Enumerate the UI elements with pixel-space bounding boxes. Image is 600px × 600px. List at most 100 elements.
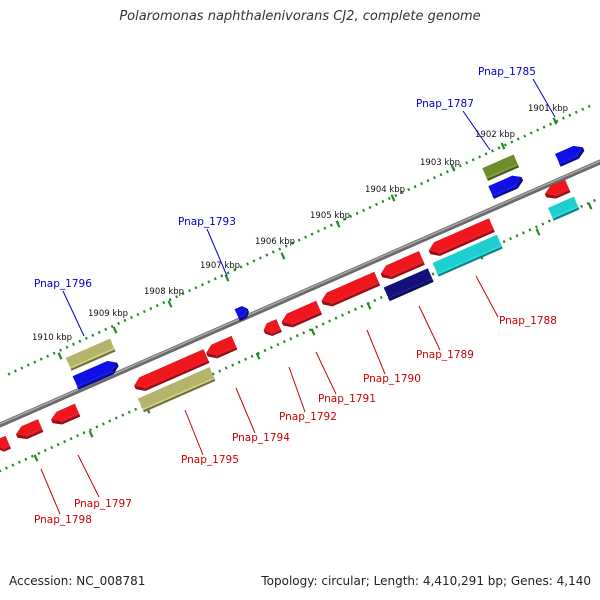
scale-dot [302,331,306,335]
gene-face [482,154,518,178]
scale-dot [258,256,262,260]
scale-dot [117,321,121,326]
gene-highlight [270,328,281,335]
scale-dot [284,244,288,248]
scale-dot [65,345,69,349]
gene-reverse [206,335,238,359]
gene-label: Pnap_1792 [279,411,337,423]
leader-line [184,409,204,456]
gene-label-pnap-1798: Pnap_1798 [34,468,92,526]
gene-label: Pnap_1794 [232,432,290,444]
scale-dot [108,419,112,423]
scale-dot [30,454,34,458]
scale-dot [127,410,131,414]
leader-line [475,275,499,318]
scale-dot [387,196,391,201]
gene-highlight [290,311,321,326]
scale-dot [250,354,254,358]
scale-label: 1904 kbp [365,185,405,195]
gene-label-pnap-1785: Pnap_1785 [478,66,556,118]
scale-dot [231,363,235,367]
gene-reverse [545,179,571,199]
gene-face [428,218,494,253]
scale-dot [130,315,133,320]
scale-dot [211,372,215,376]
scale-dot [420,182,424,186]
gene-label: Pnap_1787 [416,98,474,110]
gene-face [206,335,236,355]
gene-label: Pnap_1785 [478,66,536,78]
gene-reverse [51,403,81,425]
gene-highlight [387,278,433,300]
gene-label-pnap-1797: Pnap_1797 [74,454,132,510]
scale-label: 1903 kbp [420,158,460,168]
scale-major-tick [500,142,506,150]
scale-dot [315,325,319,329]
gene-label-pnap-1787: Pnap_1787 [416,98,491,151]
scale-dot [433,176,436,180]
scale-dot [0,469,2,473]
scale-dot [445,170,449,174]
scale-label: 1909 kbp [88,309,128,319]
gene-reverse [263,319,282,337]
scale-dot [561,116,565,120]
scale-label: 1908 kbp [144,287,184,297]
scale-major-tick [33,454,39,462]
gene-highlight [25,428,43,438]
scale-dot [529,131,533,135]
leader-line [532,78,556,118]
gene-side [138,398,144,413]
scale-major-tick [112,326,118,334]
scale-dot [503,143,507,147]
gene-highlight [143,359,209,390]
gene-forward [234,306,249,322]
gene-label-pnap-1795: Pnap_1795 [181,409,239,466]
scale-major-tick [587,202,593,210]
inner-scale-track [0,198,596,473]
gene-reverse [16,419,44,440]
scale-dot [89,428,92,432]
scale-dot [528,228,532,232]
gene-side [0,447,4,452]
scale-dot [26,363,30,367]
scale-dot [82,431,86,435]
scale-dot [297,238,301,242]
scale-dot [213,277,217,281]
gene-label-pnap-1788: Pnap_1788 [475,275,557,327]
scale-dot [207,280,211,284]
scale-dot [134,407,138,411]
leader-line [366,329,386,375]
scale-dot [353,307,357,311]
scale-dot [121,413,125,417]
scale-dot [20,366,24,370]
gene-face [16,419,42,436]
gene-face [383,268,433,298]
gene-reverse [138,367,216,413]
scale-dot [491,149,494,153]
gene-highlight [492,185,517,198]
scale-dot [426,179,430,183]
scale-label: 1910 kbp [32,333,72,343]
gene-face [432,234,502,274]
gene-label: Pnap_1797 [74,498,132,510]
scale-dot [497,146,501,150]
scale-dot [515,234,519,238]
scale-dot [33,360,37,364]
gene-face [281,300,321,324]
scale-dot [101,422,105,426]
gene-label: Pnap_1798 [34,514,92,526]
scale-major-tick [57,352,63,360]
scale-dot [244,357,248,361]
scale-dot [304,235,307,239]
gene-highlight [390,261,424,278]
scale-dot [136,312,140,317]
scale-major-tick [552,117,558,125]
scale-dot [239,265,243,269]
scale-major-tick [167,300,173,308]
leader-line [62,290,85,337]
scale-dot [502,240,506,244]
accession-text: Accession: NC_008781 [9,574,146,588]
scale-dot [568,113,572,117]
scale-dot [458,164,462,168]
